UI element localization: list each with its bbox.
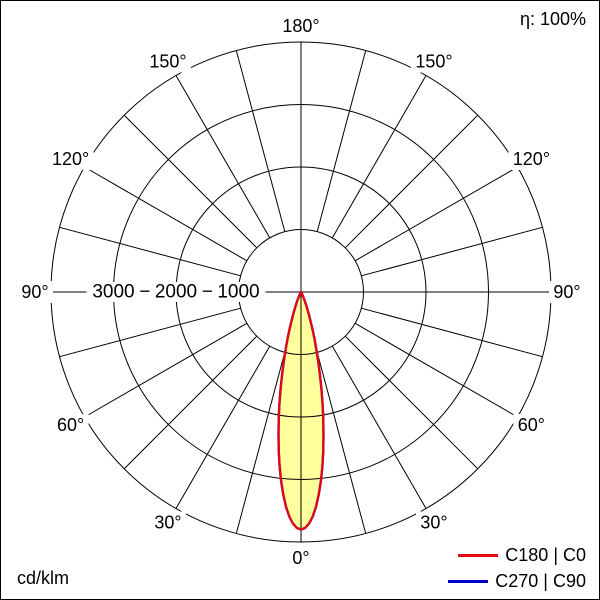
grid-spoke <box>361 226 543 277</box>
r-axis-tick-label: 3000 <box>92 282 134 303</box>
grid-spoke <box>316 50 367 232</box>
grid-spoke <box>235 50 286 232</box>
angle-label: 120° <box>513 149 550 169</box>
r-axis-label-mask <box>86 282 266 302</box>
grid-spoke <box>235 352 286 534</box>
grid-spoke <box>331 345 427 509</box>
grid-spoke <box>84 166 248 262</box>
grid-spoke <box>354 322 518 418</box>
grid-spoke <box>175 75 271 239</box>
grid-spoke <box>123 335 258 470</box>
legend-line-c0-icon <box>458 554 499 557</box>
r-axis-tick-separator: − <box>202 282 213 303</box>
angle-label: 30° <box>154 512 181 532</box>
angle-label-mask <box>549 281 585 303</box>
legend: C180 | C0 C270 | C90 <box>448 545 586 592</box>
angle-label-mask <box>17 281 53 303</box>
angle-label: 120° <box>52 149 89 169</box>
grid-spoke <box>84 322 248 418</box>
angle-label: 90° <box>553 282 580 302</box>
efficiency-label: η: 100% <box>519 9 586 29</box>
angle-label-mask <box>288 547 314 569</box>
grid-spoke <box>361 307 543 358</box>
curve-c180-c0 <box>277 290 325 531</box>
angle-label: 180° <box>282 16 319 36</box>
angle-label: 150° <box>415 52 452 72</box>
angle-label-mask <box>47 148 94 170</box>
angle-label: 0° <box>292 548 309 568</box>
grid-spoke <box>344 335 479 470</box>
legend-line-c90-icon <box>448 580 489 583</box>
grid-spoke <box>175 345 271 509</box>
legend-item-c0: C180 | C0 <box>448 545 586 566</box>
angle-label: 60° <box>518 415 545 435</box>
angle-label-mask <box>145 50 191 73</box>
grid-spoke <box>316 352 367 534</box>
legend-item-c90: C270 | C90 <box>448 571 586 592</box>
angle-label: 60° <box>57 415 84 435</box>
angle-label: 30° <box>420 512 447 532</box>
angle-label: 150° <box>149 52 186 72</box>
legend-label-c0: C180 | C0 <box>505 545 586 565</box>
grid-spoke <box>331 75 427 239</box>
angle-label-mask <box>416 511 452 534</box>
angle-label-mask <box>278 15 324 37</box>
angle-label-mask <box>513 414 550 436</box>
grid-spoke <box>59 307 241 358</box>
grid-spoke <box>59 226 241 277</box>
angle-label-mask <box>508 148 555 170</box>
angle-label-mask <box>52 414 89 436</box>
r-axis-tick-separator: − <box>139 282 150 303</box>
legend-label-c90: C270 | C90 <box>495 571 586 591</box>
r-axis-tick-label: 1000 <box>217 282 259 303</box>
angle-label: 90° <box>21 282 48 302</box>
grid-spoke <box>354 166 518 262</box>
grid-spoke <box>123 114 258 249</box>
angle-label-mask <box>411 50 457 73</box>
r-axis-tick-label: 2000 <box>155 282 197 303</box>
unit-label: cd/klm <box>17 568 70 588</box>
angle-label-mask <box>150 511 186 534</box>
grid-spoke <box>344 114 479 249</box>
